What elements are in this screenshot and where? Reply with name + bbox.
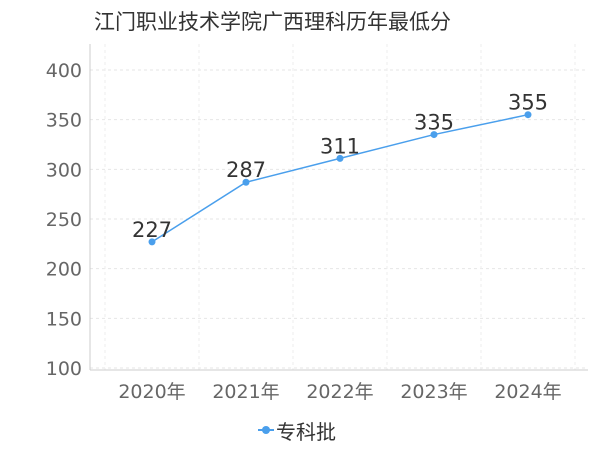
- point-group: [148, 111, 532, 246]
- x-tick-label: 2024年: [494, 381, 561, 403]
- legend-label: 专科批: [276, 419, 336, 444]
- data-label-group: 227 287 311 335 355: [132, 91, 548, 242]
- data-label: 335: [414, 111, 454, 135]
- x-tick-label: 2022年: [306, 381, 373, 403]
- legend[interactable]: 专科批: [258, 418, 336, 444]
- y-tick-label: 300: [46, 159, 82, 181]
- data-label: 355: [508, 91, 548, 115]
- chart-title: 江门职业技术学院广西理科历年最低分: [94, 10, 451, 34]
- data-label: 311: [320, 134, 360, 158]
- y-tick-label: 150: [46, 308, 82, 330]
- y-axis-ticks: 100 150 200 250 300 350 400: [46, 60, 82, 380]
- x-tick-label: 2021年: [212, 381, 279, 403]
- axes: [89, 44, 588, 371]
- y-tick-label: 100: [46, 358, 82, 380]
- data-label: 287: [226, 158, 266, 182]
- y-tick-label: 250: [46, 209, 82, 231]
- y-tick-label: 200: [46, 259, 82, 281]
- data-point[interactable]: [524, 111, 532, 119]
- x-axis-ticks: 2020年 2021年 2022年 2023年 2024年: [118, 381, 561, 403]
- data-point[interactable]: [148, 238, 156, 246]
- x-tick-label: 2023年: [400, 381, 467, 403]
- data-point[interactable]: [430, 131, 438, 139]
- x-tick-label: 2020年: [118, 381, 185, 403]
- data-label: 227: [132, 218, 172, 242]
- y-tick-label: 350: [46, 110, 82, 132]
- data-point[interactable]: [242, 178, 250, 186]
- gridlines: [90, 44, 588, 370]
- y-tick-label: 400: [46, 60, 82, 82]
- data-point[interactable]: [336, 154, 344, 162]
- legend-marker-icon: [258, 418, 274, 442]
